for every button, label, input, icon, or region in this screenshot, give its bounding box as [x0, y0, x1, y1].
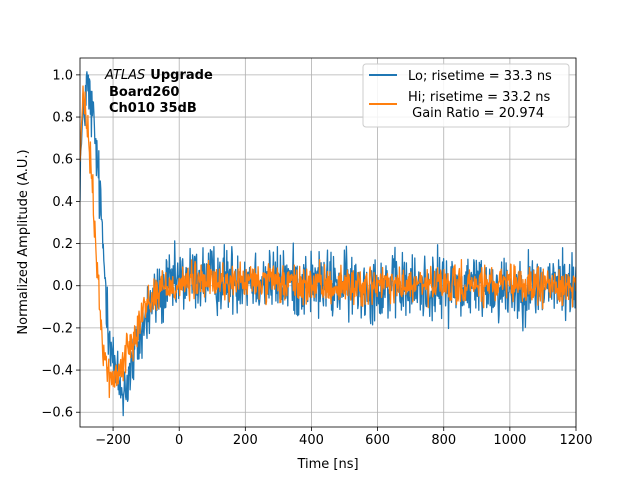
series-group — [80, 71, 576, 417]
x-tick-label: 1200 — [559, 433, 592, 448]
legend-label-lo: Lo; risetime = 33.3 ns — [408, 69, 552, 84]
y-axis-ticks: −0.6 −0.4 −0.2 0.0 0.2 0.4 0.6 0.8 1.0 — [41, 68, 80, 421]
board-label: Board260 — [109, 85, 179, 100]
y-tick-label: 0.8 — [52, 111, 73, 126]
y-tick-label: 0.2 — [52, 237, 73, 252]
series-line-hi — [80, 85, 576, 399]
gain-ratio-label: Gain Ratio = 20.974 — [408, 106, 544, 121]
y-axis-label: Normalized Amplitude (A.U.) — [16, 149, 31, 334]
atlas-annotation: ATLAS Upgrade Board260 Ch010 35dB — [104, 68, 213, 116]
y-tick-label: 0.6 — [52, 153, 73, 168]
x-tick-label: −200 — [95, 433, 131, 448]
y-tick-label: −0.4 — [41, 364, 73, 379]
legend: Lo; risetime = 33.3 ns Hi; risetime = 33… — [362, 63, 570, 128]
y-tick-label: 0.0 — [52, 279, 73, 294]
x-axis-label: Time [ns] — [296, 457, 358, 472]
atlas-label: ATLAS — [104, 68, 145, 83]
annotation-line-1: ATLAS Upgrade — [104, 68, 213, 83]
x-tick-label: 600 — [365, 433, 390, 448]
x-tick-label: 200 — [233, 433, 258, 448]
y-tick-label: 1.0 — [52, 68, 73, 83]
x-tick-label: 0 — [175, 433, 183, 448]
legend-label-hi: Hi; risetime = 33.2 ns — [408, 90, 550, 105]
y-tick-label: −0.6 — [41, 406, 73, 421]
x-tick-label: 800 — [431, 433, 456, 448]
channel-label: Ch010 35dB — [109, 101, 197, 116]
x-axis-ticks: −200 0 200 400 600 800 1000 1200 — [95, 427, 593, 448]
plot-frame — [79, 57, 577, 428]
y-tick-label: 0.4 — [52, 195, 73, 210]
legend-box — [362, 63, 570, 128]
x-tick-label: 400 — [299, 433, 324, 448]
y-tick-label: −0.2 — [41, 321, 73, 336]
x-tick-label: 1000 — [493, 433, 526, 448]
upgrade-label: Upgrade — [150, 68, 213, 83]
